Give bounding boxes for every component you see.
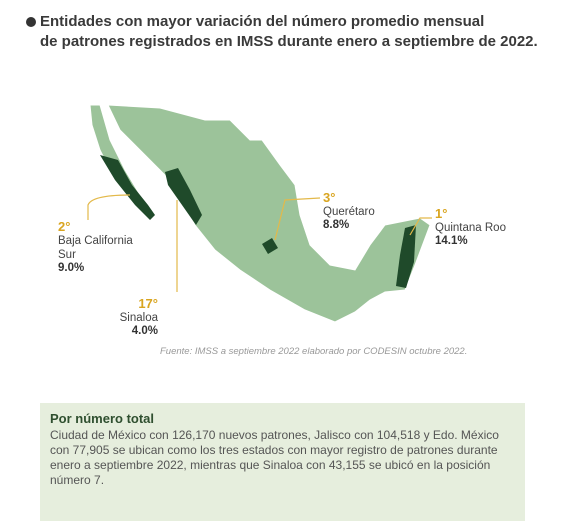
title: Entidades con mayor variación del número…	[40, 12, 538, 52]
callout: 3° Querétaro 8.8%	[323, 190, 375, 231]
summary-text: Ciudad de México con 126,170 nuevos patr…	[50, 428, 499, 487]
leader-line	[274, 197, 321, 241]
bullet	[26, 17, 36, 27]
highlight-sinaloa	[165, 168, 202, 225]
state-name: Quintana Roo	[435, 222, 506, 234]
rank: 2°	[58, 219, 71, 234]
rank: 3°	[323, 190, 336, 205]
title-line: de patrones registrados en IMSS durante …	[40, 33, 538, 50]
percent: 9.0%	[58, 262, 85, 274]
highlight-bcs	[100, 155, 155, 220]
leader-line	[87, 194, 131, 220]
percent: 4.0%	[131, 325, 158, 337]
mainland	[107, 104, 431, 323]
state-name: Baja California	[58, 235, 133, 247]
state-name: Sinaloa	[119, 312, 158, 324]
callout: 17° Sinaloa 4.0%	[118, 296, 158, 337]
summary-heading: Por número total	[50, 411, 155, 426]
state-name: Querétaro	[323, 206, 375, 218]
rank: 1°	[435, 206, 448, 221]
percent: 14.1%	[435, 235, 468, 247]
title-line: Entidades con mayor variación del número…	[40, 13, 485, 30]
rank: 17°	[138, 296, 158, 311]
percent: 8.8%	[323, 219, 350, 231]
callout: 1° Quintana Roo 14.1%	[435, 206, 506, 247]
highlight-queretaro	[262, 238, 278, 254]
callout: 2° Baja California Sur 9.0%	[58, 219, 133, 274]
summary-box: Por número total Ciudad de México con 12…	[40, 403, 525, 521]
highlight-quintana-roo	[396, 225, 416, 288]
state-name: Sur	[58, 249, 76, 261]
source-note: Fuente: IMSS a septiembre 2022 elaborado…	[160, 346, 468, 357]
leader-line	[409, 217, 432, 236]
